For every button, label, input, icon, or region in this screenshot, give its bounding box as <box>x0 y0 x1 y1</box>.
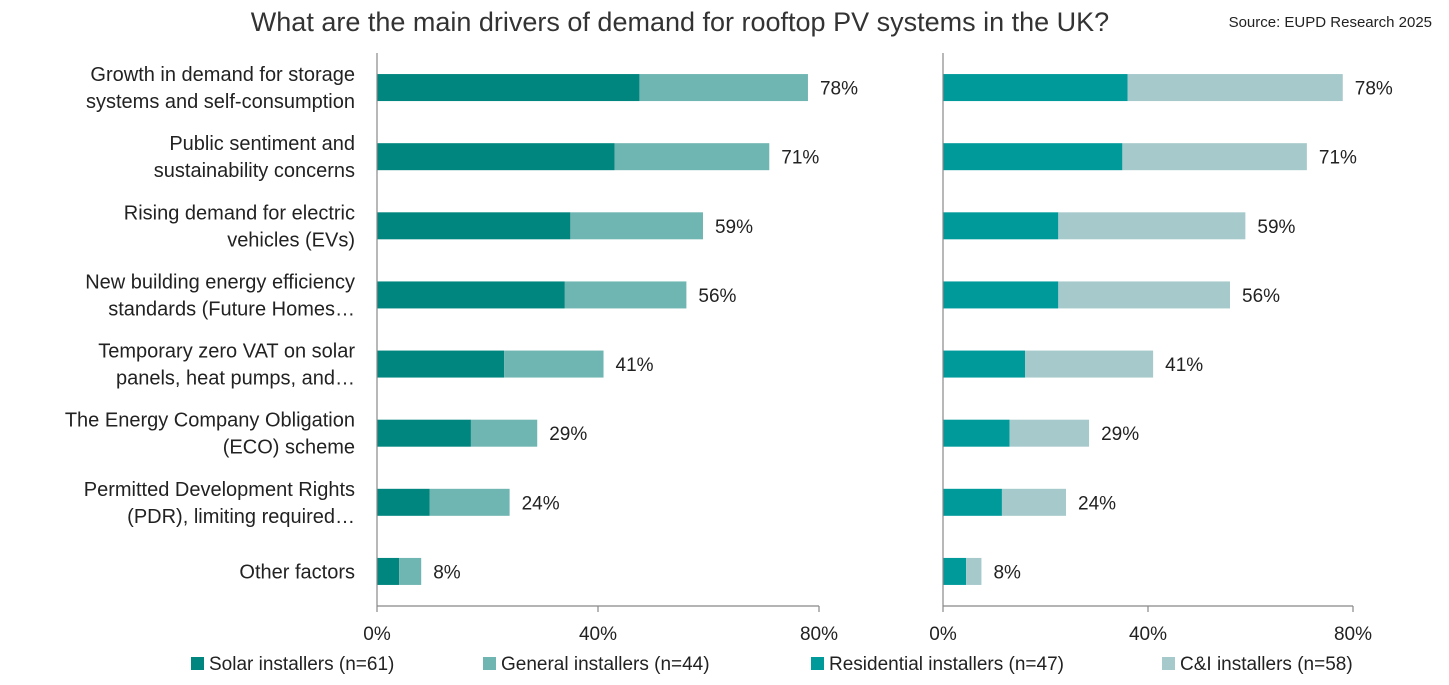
legend-label: Residential installers (n=47) <box>829 654 1064 675</box>
category-label: Rising demand for electric vehicles (EVs) <box>124 202 355 251</box>
x-tick-label: 0% <box>929 624 957 645</box>
data-label: 24% <box>522 493 560 514</box>
bar-2-b <box>1001 488 1066 516</box>
bar-1-a <box>377 74 640 102</box>
legend-swatch <box>191 657 204 670</box>
bar-2-a <box>943 350 1025 378</box>
bar-1-b <box>429 488 510 516</box>
bar-1-b <box>564 281 687 309</box>
bar-1-a <box>377 143 615 171</box>
category-label: Public sentiment and sustainability conce… <box>154 133 355 182</box>
bar-2-a <box>943 143 1123 171</box>
data-label: 41% <box>1165 355 1203 376</box>
bar-1-b <box>399 557 422 585</box>
bar-1-a <box>377 488 430 516</box>
bar-1-a <box>377 281 565 309</box>
data-label: 24% <box>1078 493 1116 514</box>
bar-2-b <box>1025 350 1154 378</box>
legend-swatch <box>1162 657 1175 670</box>
bar-2-b <box>1127 74 1343 102</box>
bar-2-a <box>943 212 1059 240</box>
bar-1-a <box>377 419 471 447</box>
bar-2-b <box>966 557 982 585</box>
bar-2-b <box>1122 143 1307 171</box>
chart-source: Source: EUPD Research 2025 <box>1229 14 1432 31</box>
data-label: 59% <box>1257 217 1295 238</box>
data-label: 78% <box>820 79 858 100</box>
data-label: 56% <box>698 286 736 307</box>
legend-label: C&I installers (n=58) <box>1180 654 1353 675</box>
category-label: New building energy efficiency standards … <box>85 271 355 320</box>
data-label: 71% <box>1319 148 1357 169</box>
x-tick-label: 80% <box>1334 624 1372 645</box>
data-label: 56% <box>1242 286 1280 307</box>
data-label: 8% <box>433 562 461 583</box>
bar-2-a <box>943 281 1059 309</box>
legend-label: Solar installers (n=61) <box>209 654 394 675</box>
category-label: Growth in demand for storage systems and … <box>86 64 355 113</box>
bar-2-b <box>1009 419 1090 447</box>
category-label: Temporary zero VAT on solar panels, heat … <box>98 341 355 390</box>
bar-1-b <box>570 212 703 240</box>
category-label: The Energy Company Obligation (ECO) schem… <box>65 410 355 459</box>
x-tick-label: 80% <box>800 624 838 645</box>
data-label: 41% <box>616 355 654 376</box>
bar-2-a <box>943 419 1010 447</box>
bar-1-a <box>377 350 505 378</box>
x-tick-label: 0% <box>363 624 391 645</box>
category-label: Permitted Development Rights (PDR), limit… <box>84 479 355 528</box>
bar-2-a <box>943 74 1128 102</box>
data-label: 8% <box>993 562 1021 583</box>
bar-1-b <box>639 74 808 102</box>
bar-2-b <box>1058 281 1230 309</box>
data-label: 29% <box>1101 424 1139 445</box>
bar-1-a <box>377 212 571 240</box>
x-tick-label: 40% <box>1129 624 1167 645</box>
chart-title: What are the main drivers of demand for … <box>251 7 1109 37</box>
bar-2-a <box>943 557 967 585</box>
bar-1-a <box>377 557 400 585</box>
legend-swatch <box>811 657 824 670</box>
data-label: 78% <box>1355 79 1393 100</box>
bar-1-b <box>614 143 770 171</box>
category-label: Other factors <box>239 561 355 583</box>
data-label: 29% <box>549 424 587 445</box>
legend-swatch <box>483 657 496 670</box>
bar-1-b <box>504 350 604 378</box>
bar-2-a <box>943 488 1002 516</box>
bar-2-b <box>1058 212 1246 240</box>
x-tick-label: 40% <box>579 624 617 645</box>
bar-1-b <box>470 419 538 447</box>
legend-label: General installers (n=44) <box>501 654 710 675</box>
data-label: 59% <box>715 217 753 238</box>
data-label: 71% <box>781 148 819 169</box>
